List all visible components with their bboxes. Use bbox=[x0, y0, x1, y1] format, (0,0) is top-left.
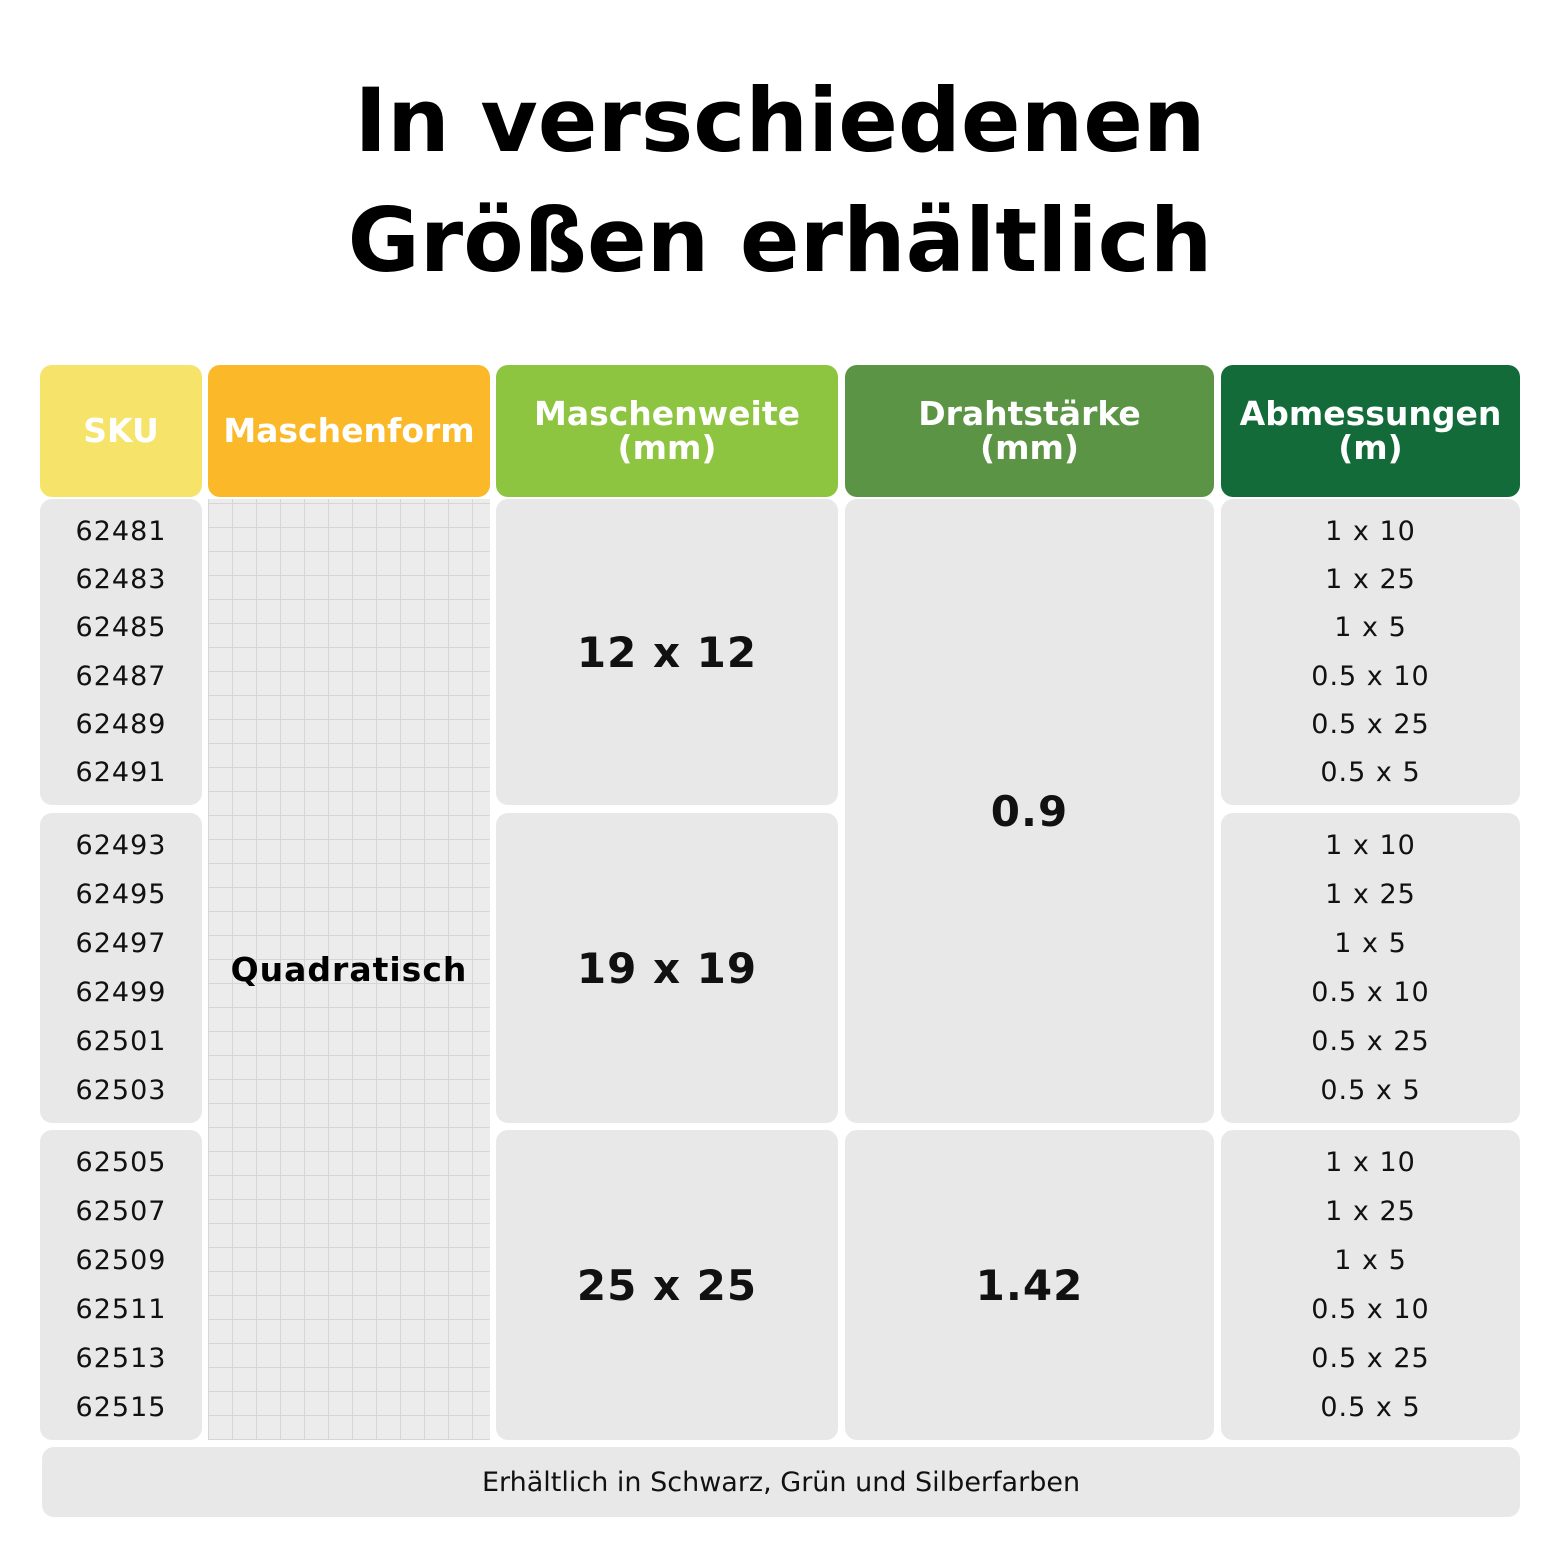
column-header: Maschenweite (mm) bbox=[496, 365, 838, 497]
sku: 62505 bbox=[75, 1147, 167, 1178]
dimension: 0.5 x 10 bbox=[1311, 1294, 1430, 1325]
dimension: 1 x 10 bbox=[1325, 830, 1416, 861]
mesh-size: 19 x 19 bbox=[496, 813, 838, 1123]
wire-thickness: 1.42 bbox=[845, 1130, 1214, 1440]
footer-note: Erhältlich in Schwarz, Grün und Silberfa… bbox=[42, 1447, 1520, 1517]
sku: 62515 bbox=[75, 1392, 167, 1423]
wire-thickness: 0.9 bbox=[845, 499, 1214, 1123]
sku: 62491 bbox=[75, 757, 167, 789]
dimension: 1 x 25 bbox=[1325, 563, 1416, 595]
title-line: Größen erhältlich bbox=[347, 189, 1213, 292]
column-header: Maschenform bbox=[208, 365, 490, 497]
dimension: 0.5 x 5 bbox=[1320, 757, 1421, 789]
dimension: 1 x 25 bbox=[1325, 879, 1416, 910]
sku: 62501 bbox=[75, 1026, 167, 1057]
sku: 62493 bbox=[75, 830, 167, 861]
title-line: In verschiedenen bbox=[354, 69, 1206, 172]
sku: 62495 bbox=[75, 879, 167, 910]
mesh-shape-cell: Quadratisch bbox=[208, 499, 490, 1440]
dimension: 1 x 5 bbox=[1334, 928, 1407, 959]
dimension: 0.5 x 10 bbox=[1311, 660, 1430, 692]
sku: 62509 bbox=[75, 1245, 167, 1276]
sku: 62503 bbox=[75, 1075, 167, 1106]
column-header: Drahtstärke (mm) bbox=[845, 365, 1214, 497]
dimension: 1 x 5 bbox=[1334, 1245, 1407, 1276]
mesh-size: 25 x 25 bbox=[496, 1130, 838, 1440]
dimension: 1 x 10 bbox=[1325, 1147, 1416, 1178]
dimension-list: 1 x 10 1 x 25 1 x 5 0.5 x 10 0.5 x 25 0.5 x 5 bbox=[1221, 1130, 1520, 1440]
sku: 62485 bbox=[75, 612, 167, 644]
mesh-size: 12 x 12 bbox=[496, 499, 838, 805]
column-header: SKU bbox=[40, 365, 202, 497]
sku: 62487 bbox=[75, 660, 167, 692]
dimension-list: 1 x 10 1 x 25 1 x 5 0.5 x 10 0.5 x 25 0.5 x 5 bbox=[1221, 499, 1520, 805]
sku: 62507 bbox=[75, 1196, 167, 1227]
sku: 62489 bbox=[75, 708, 167, 740]
sku-list: 62493 62495 62497 62499 62501 62503 bbox=[40, 813, 202, 1123]
dimension: 1 x 10 bbox=[1325, 515, 1416, 547]
sku: 62511 bbox=[75, 1294, 167, 1325]
dimension: 0.5 x 25 bbox=[1311, 708, 1430, 740]
dimension-list: 1 x 10 1 x 25 1 x 5 0.5 x 10 0.5 x 25 0.5 x 5 bbox=[1221, 813, 1520, 1123]
sku: 62513 bbox=[75, 1343, 167, 1374]
sku: 62483 bbox=[75, 563, 167, 595]
dimension: 1 x 25 bbox=[1325, 1196, 1416, 1227]
sku: 62499 bbox=[75, 977, 167, 1008]
sku-list: 62481 62483 62485 62487 62489 62491 bbox=[40, 499, 202, 805]
dimension: 0.5 x 5 bbox=[1320, 1075, 1421, 1106]
sku: 62481 bbox=[75, 515, 167, 547]
dimension: 1 x 5 bbox=[1334, 612, 1407, 644]
dimension: 0.5 x 5 bbox=[1320, 1392, 1421, 1423]
dimension: 0.5 x 10 bbox=[1311, 977, 1430, 1008]
sku-list: 62505 62507 62509 62511 62513 62515 bbox=[40, 1130, 202, 1440]
sku: 62497 bbox=[75, 928, 167, 959]
dimension: 0.5 x 25 bbox=[1311, 1343, 1430, 1374]
column-header: Abmessungen (m) bbox=[1221, 365, 1520, 497]
dimension: 0.5 x 25 bbox=[1311, 1026, 1430, 1057]
